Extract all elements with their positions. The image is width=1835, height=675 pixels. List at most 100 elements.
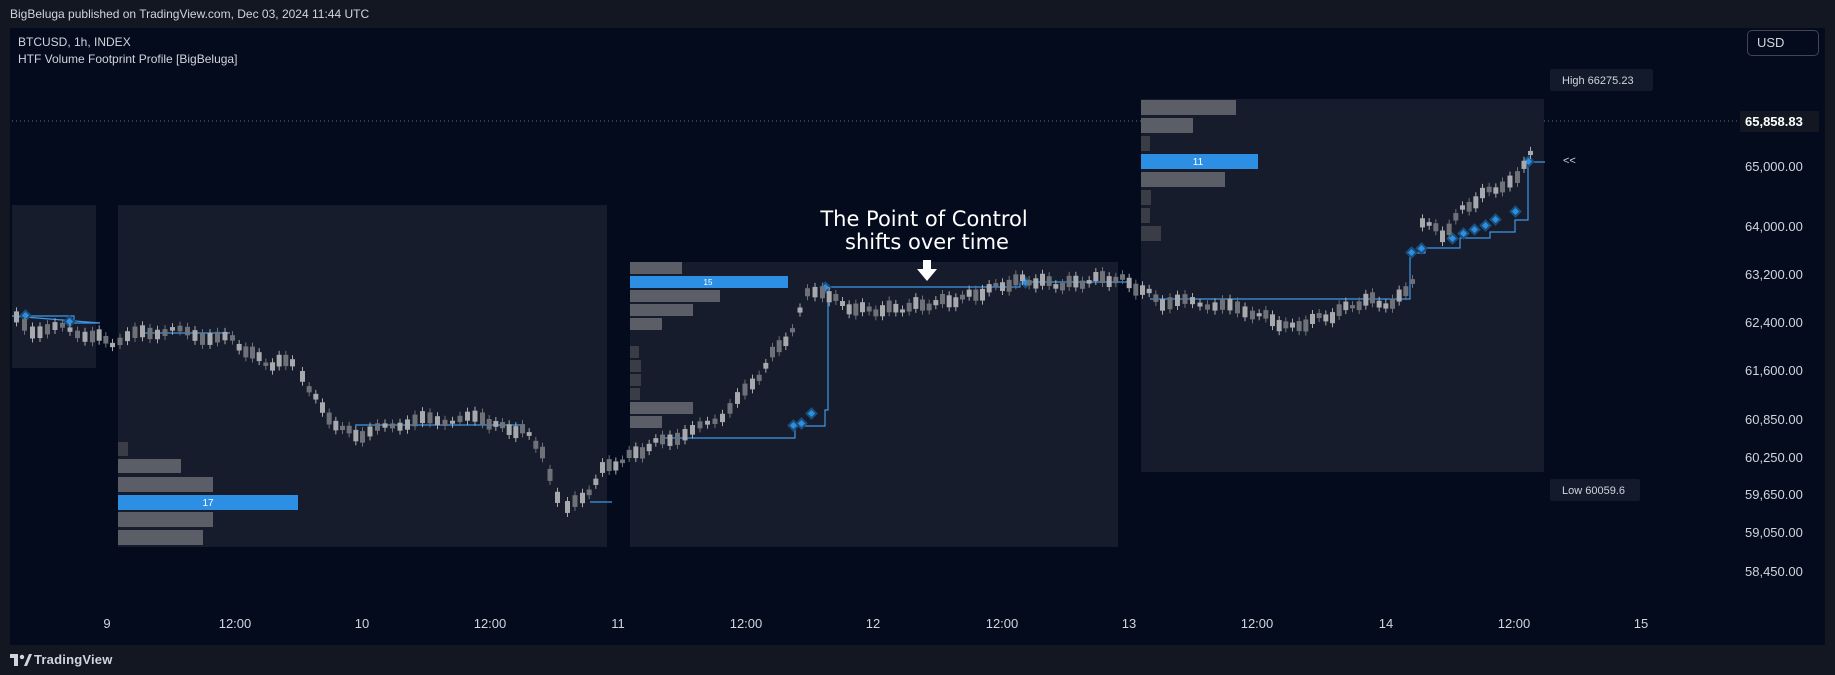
candle-body (1310, 313, 1315, 324)
time-tick-label: 11 (611, 616, 625, 631)
volume-bar (630, 374, 641, 386)
candle-body (1356, 301, 1362, 311)
candle-body (486, 418, 492, 430)
candle-body (243, 346, 249, 358)
candle-body (1296, 321, 1302, 332)
poc-marker (1446, 232, 1459, 245)
candle-body (340, 425, 345, 431)
candle-body (326, 412, 332, 425)
candle-body (973, 289, 979, 301)
candle-body (1263, 310, 1269, 319)
volume-bar (1141, 136, 1150, 151)
candle-body (1528, 150, 1533, 156)
volume-bar (118, 530, 203, 545)
candle-body (493, 421, 499, 427)
poc-marker (1509, 205, 1522, 218)
candle-body (1383, 303, 1389, 309)
candle-body (1220, 299, 1225, 310)
poc-marker (1489, 213, 1502, 226)
candle-body (1276, 320, 1282, 332)
poc-marker (1457, 227, 1470, 240)
candle-body (705, 420, 710, 425)
time-axis[interactable]: 9 12:00 10 12:00 11 12:00 12 12:00 13 12:00 14 12:0… (103, 616, 1648, 631)
candle-body (1420, 218, 1425, 228)
poc-marker (795, 417, 808, 430)
candle-body (1182, 294, 1188, 304)
candle-body (170, 327, 175, 331)
candle-body (200, 333, 205, 345)
volume-profile-3: 11 (1141, 100, 1258, 241)
volume-profile-1: 17 (118, 442, 298, 545)
candle-body (860, 302, 865, 313)
time-tick-label: 12:00 (1241, 616, 1274, 631)
candle-body (727, 403, 733, 414)
candle-body (1343, 301, 1349, 311)
volume-bar (1141, 172, 1225, 187)
candle-body (75, 330, 80, 339)
candle-body (690, 425, 695, 435)
candle-body (826, 291, 832, 303)
candle-body (442, 419, 448, 426)
candle-body (1212, 302, 1218, 311)
candle-body (547, 468, 553, 481)
candle-body (1242, 306, 1248, 318)
publish-info-text: BigBeluga published on TradingView.com, … (10, 7, 370, 21)
poc-marker (1415, 242, 1428, 255)
candle-body (1270, 314, 1275, 327)
volume-bar (630, 388, 640, 400)
candle-body (565, 501, 570, 513)
candle-body (375, 423, 380, 431)
candle-body (1486, 186, 1492, 193)
candle-body (283, 354, 289, 367)
candle-body (926, 303, 932, 311)
candle-body (513, 426, 519, 439)
price-axis[interactable]: 65,000.00 64,000.00 63,200.00 62,400.00 61,6… (1745, 159, 1803, 579)
candle-body (185, 326, 190, 336)
profile-box-2 (630, 262, 1118, 547)
indicator-name[interactable]: HTF Volume Footprint Profile [BigBeluga] (18, 52, 238, 66)
candle-body (1521, 160, 1527, 169)
time-tick-label: 12:00 (986, 616, 1019, 631)
candle-body (986, 284, 992, 293)
candle-body (132, 326, 138, 339)
collapse-arrows[interactable]: << (1563, 155, 1576, 167)
price-tick-label: 59,650.00 (1745, 487, 1803, 502)
price-tick-label: 59,050.00 (1745, 525, 1803, 540)
time-tick-label: 14 (1379, 616, 1393, 631)
candle-body (953, 297, 959, 308)
candle-body (420, 411, 425, 424)
candle-body (14, 311, 19, 323)
candle-body (1350, 305, 1355, 309)
volume-bar (1141, 226, 1161, 241)
candle-body (397, 422, 403, 431)
candle-body (1227, 298, 1233, 311)
candle-body (1440, 230, 1445, 243)
candle-body (125, 331, 130, 342)
candle-body (230, 335, 235, 341)
currency-button[interactable]: USD (1747, 30, 1819, 56)
profile-box-0 (12, 205, 96, 368)
volume-bar (630, 262, 682, 274)
candle-body (783, 336, 789, 347)
candle-body (853, 303, 859, 316)
candle-body (555, 491, 560, 503)
symbol-info[interactable]: BTCUSD, 1h, INDEX (18, 35, 131, 49)
candle-body (1133, 283, 1139, 296)
candle-body (500, 422, 505, 429)
price-tick-label: 62,400.00 (1745, 315, 1803, 330)
candle-body (980, 288, 985, 301)
candle-body (52, 322, 58, 331)
candle-body (960, 294, 965, 300)
time-tick-label: 12:00 (474, 616, 507, 631)
candle-body (1120, 274, 1125, 280)
candle-body (367, 426, 373, 437)
last-price-label: 65,858.83 (1745, 114, 1803, 129)
candle-body (435, 416, 440, 426)
time-tick-label: 12:00 (730, 616, 763, 631)
candle-body (405, 419, 410, 430)
poc-bar (1141, 154, 1258, 169)
volume-bar (1141, 118, 1193, 133)
candle-body (626, 449, 632, 459)
candle-body (1106, 276, 1112, 287)
